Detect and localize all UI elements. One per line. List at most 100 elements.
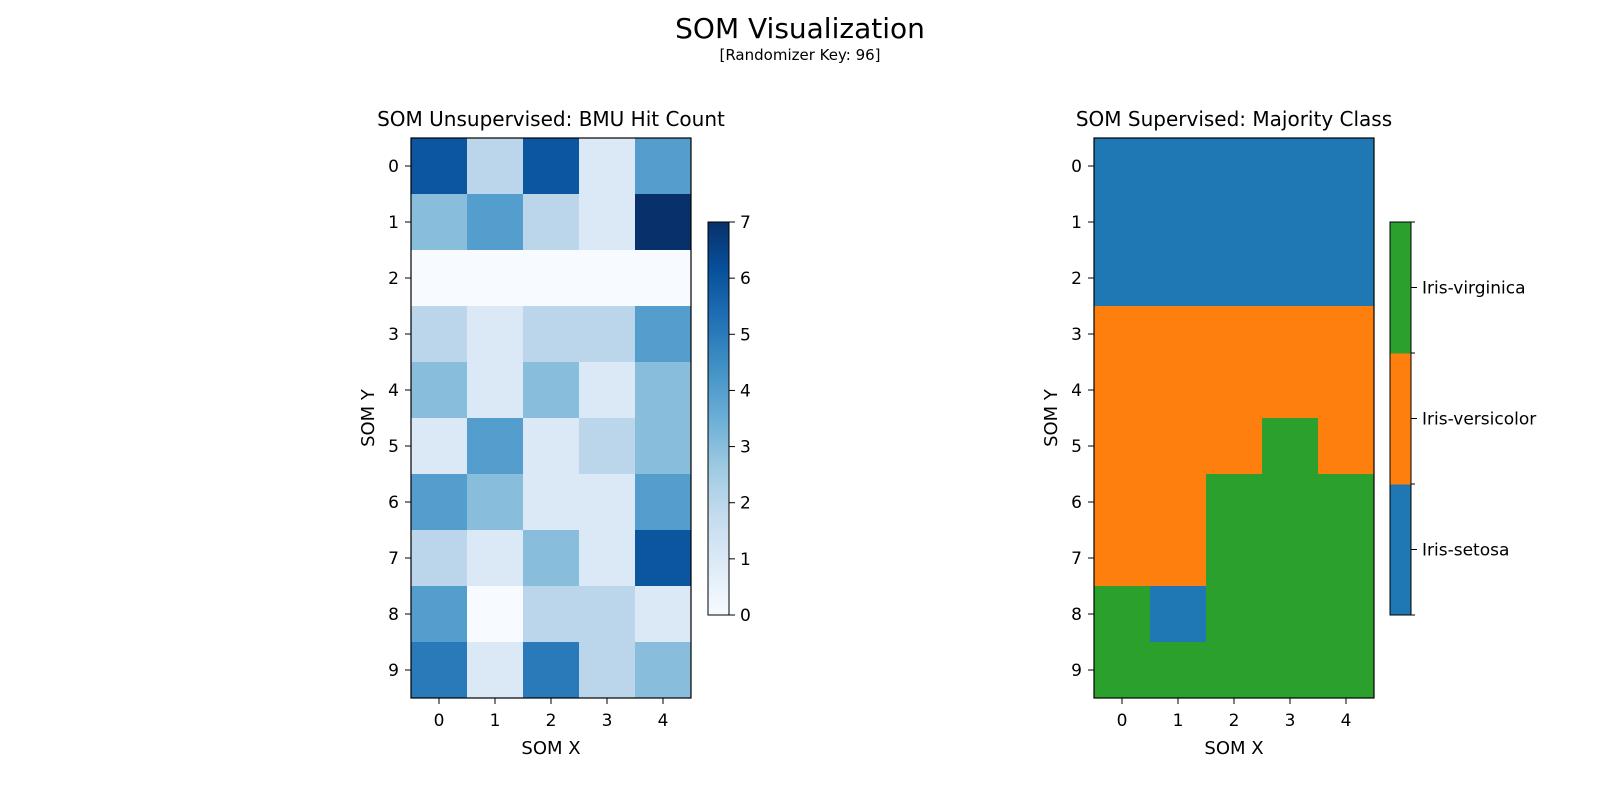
class-cell — [1206, 306, 1263, 363]
heatmap-cell — [579, 362, 636, 419]
hit-count-cells — [411, 138, 692, 699]
class-cell — [1206, 418, 1263, 475]
y-tick-label: 5 — [1071, 437, 1082, 457]
heatmap-cell — [411, 418, 468, 475]
majority-class-chart: SOM Supervised: Majority Class 0 1 2 3 4 0 1 2… — [1041, 107, 1536, 759]
colorbar-class-label: Iris-setosa — [1422, 541, 1509, 561]
figure-subtitle: [Randomizer Key: 96] — [719, 46, 880, 64]
heatmap-cell — [579, 530, 636, 587]
heatmap-cell — [579, 642, 636, 699]
class-cell — [1206, 642, 1263, 699]
class-cell — [1262, 138, 1319, 195]
class-cell — [1206, 250, 1263, 307]
heatmap-cell — [635, 194, 692, 251]
y-tick-label: 8 — [1071, 605, 1082, 625]
class-cell — [1094, 194, 1151, 251]
heatmap-cell — [411, 362, 468, 419]
heatmap-cell — [635, 250, 692, 307]
class-cell — [1150, 642, 1207, 699]
class-cell — [1206, 138, 1263, 195]
heatmap-cell — [411, 474, 468, 531]
class-cell — [1262, 250, 1319, 307]
class-cell — [1094, 250, 1151, 307]
hit-count-colorbar: 0 1 2 3 4 5 6 7 — [707, 213, 751, 626]
class-cell — [1150, 362, 1207, 419]
class-cell — [1206, 474, 1263, 531]
majority-class-x-axis-label: SOM X — [1204, 738, 1263, 759]
heatmap-cell — [523, 306, 580, 363]
class-cell — [1094, 138, 1151, 195]
class-cell — [1206, 586, 1263, 643]
colorbar-tick-label: 0 — [740, 606, 751, 626]
heatmap-cell — [411, 642, 468, 699]
heatmap-cell — [635, 642, 692, 699]
heatmap-cell — [411, 138, 468, 195]
class-cell — [1318, 250, 1375, 307]
class-cell — [1318, 642, 1375, 699]
heatmap-cell — [579, 306, 636, 363]
class-cell — [1318, 306, 1375, 363]
heatmap-cell — [467, 474, 524, 531]
hit-count-x-ticks: 0 1 2 3 4 — [434, 698, 668, 731]
class-cell — [1094, 474, 1151, 531]
class-cell — [1094, 418, 1151, 475]
y-tick-label: 2 — [388, 269, 399, 289]
majority-class-colorbar: Iris-setosa Iris-versicolor Iris-virginica — [1389, 221, 1536, 616]
class-cell — [1150, 418, 1207, 475]
heatmap-cell — [523, 418, 580, 475]
figure-title: SOM Visualization — [675, 12, 925, 45]
heatmap-cell — [523, 530, 580, 587]
colorbar-tick-label: 6 — [740, 269, 751, 289]
class-cell — [1262, 362, 1319, 419]
colorbar-tick-label: 7 — [740, 213, 751, 233]
y-tick-label: 8 — [388, 605, 399, 625]
class-cell — [1150, 530, 1207, 587]
class-cell — [1318, 138, 1375, 195]
x-tick-label: 0 — [1117, 711, 1128, 731]
heatmap-cell — [523, 586, 580, 643]
y-tick-label: 9 — [388, 661, 399, 681]
heatmap-cell — [579, 586, 636, 643]
heatmap-cell — [411, 530, 468, 587]
class-cell — [1318, 586, 1375, 643]
y-tick-label: 5 — [388, 437, 399, 457]
colorbar-tick-label: 1 — [740, 550, 751, 570]
x-tick-label: 0 — [434, 711, 445, 731]
heatmap-cell — [467, 586, 524, 643]
class-cell — [1262, 418, 1319, 475]
class-cell — [1094, 642, 1151, 699]
heatmap-cell — [523, 250, 580, 307]
class-cell — [1262, 586, 1319, 643]
class-cell — [1206, 194, 1263, 251]
y-tick-label: 3 — [388, 325, 399, 345]
heatmap-cell — [523, 138, 580, 195]
heatmap-cell — [579, 250, 636, 307]
class-cell — [1318, 530, 1375, 587]
heatmap-cell — [635, 138, 692, 195]
heatmap-cell — [467, 194, 524, 251]
class-cell — [1094, 306, 1151, 363]
x-tick-label: 2 — [1229, 711, 1240, 731]
majority-class-x-ticks: 0 1 2 3 4 — [1117, 698, 1351, 731]
heatmap-cell — [467, 530, 524, 587]
class-cell — [1150, 194, 1207, 251]
majority-class-y-axis-label: SOM Y — [1041, 388, 1062, 447]
majority-class-cells — [1094, 138, 1375, 699]
class-cell — [1094, 586, 1151, 643]
heatmap-cell — [467, 306, 524, 363]
y-tick-label: 4 — [388, 381, 399, 401]
class-cell — [1150, 474, 1207, 531]
class-cell — [1262, 474, 1319, 531]
class-cell — [1318, 474, 1375, 531]
hit-count-x-axis-label: SOM X — [521, 738, 580, 759]
class-cell — [1206, 530, 1263, 587]
heatmap-cell — [523, 194, 580, 251]
x-tick-label: 1 — [490, 711, 501, 731]
colorbar-class-label: Iris-virginica — [1422, 279, 1526, 299]
heatmap-cell — [467, 138, 524, 195]
class-cell — [1150, 138, 1207, 195]
class-cell — [1262, 306, 1319, 363]
y-tick-label: 9 — [1071, 661, 1082, 681]
